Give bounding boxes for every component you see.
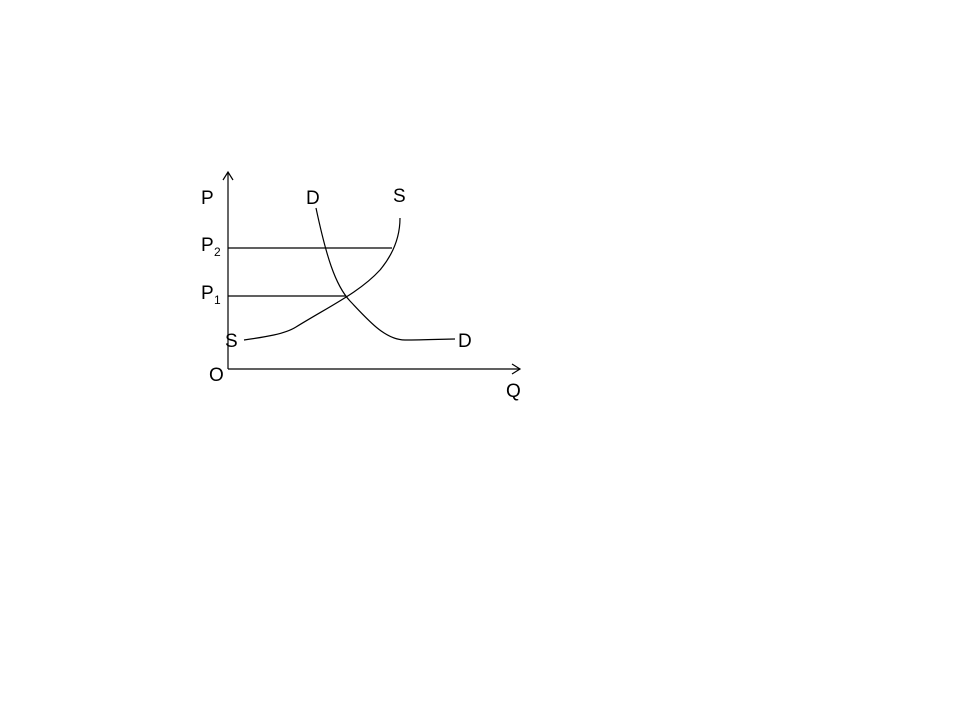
supply-label-top: S <box>393 186 406 207</box>
price-label-p2-letter: P <box>201 235 214 256</box>
x-axis-arrowhead <box>511 363 522 375</box>
supply-curve <box>243 217 401 341</box>
demand-label-top: D <box>306 188 320 209</box>
price-label-p2: P 2 <box>201 235 221 259</box>
origin-label: O <box>209 365 224 386</box>
supply-label-bottom: S <box>225 331 238 352</box>
demand-curve <box>315 207 456 341</box>
price-label-p1-subscript: 1 <box>214 293 221 307</box>
x-axis-label: Q <box>506 381 521 402</box>
y-axis-label: P <box>201 188 214 209</box>
price-label-p2-subscript: 2 <box>214 245 221 259</box>
price-label-p1-letter: P <box>201 283 214 304</box>
demand-label-bottom: D <box>458 331 472 352</box>
y-axis-arrowhead <box>222 170 234 181</box>
price-label-p1: P 1 <box>201 283 221 307</box>
